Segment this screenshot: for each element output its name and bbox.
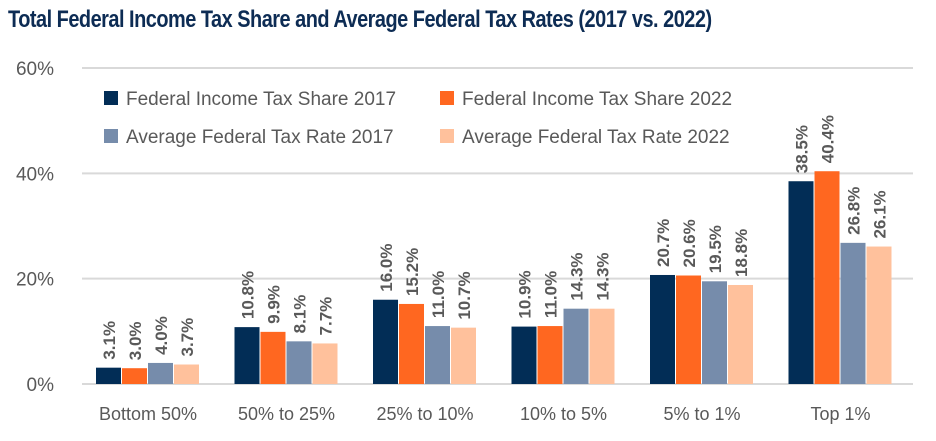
bar [96,367,121,384]
bar [399,303,424,384]
bar [537,326,563,384]
bar [589,308,615,384]
y-tick-label: 40% [16,164,54,185]
data-label: 10.9% [516,270,535,318]
data-label: 18.8% [732,229,751,277]
x-category-label: 10% to 5% [520,404,607,424]
bar [148,362,173,384]
data-label: 4.0% [152,316,171,355]
legend-label: Average Federal Tax Rate 2017 [126,127,394,148]
bar [866,246,892,384]
bar [451,327,476,384]
bar [260,331,286,384]
data-label: 11.0% [542,271,561,318]
legend-label: Average Federal Tax Rate 2022 [462,127,730,148]
bar [373,299,398,384]
bar [312,343,338,384]
data-label: 8.1% [291,295,310,334]
x-category-label: 5% to 1% [663,404,740,424]
bar [511,326,537,384]
legend-swatch [440,91,454,105]
legend-label: Federal Income Tax Share 2017 [126,89,396,110]
data-label: 26.8% [845,187,864,235]
x-category-label: Bottom 50% [99,404,197,424]
legend-swatch [104,91,118,105]
bar [788,181,814,384]
data-label: 40.4% [819,115,838,163]
y-tick-label: 20% [16,270,54,291]
bar [425,326,450,384]
x-category-label: 50% to 25% [238,404,335,424]
x-category-label: 25% to 10% [376,404,473,424]
legend-swatch [440,129,454,143]
legend-swatch [104,129,118,143]
data-label: 7.7% [317,297,336,336]
bar [563,308,589,384]
data-label: 26.1% [871,190,890,238]
bar [676,275,701,384]
data-label: 3.0% [126,321,145,360]
legend-label: Federal Income Tax Share 2022 [462,89,732,110]
chart-title: Total Federal Income Tax Share and Avera… [8,6,712,33]
bar [174,364,199,384]
data-label: 19.5% [706,225,725,273]
data-label: 20.6% [680,219,699,267]
bar [234,327,260,384]
data-label: 10.7% [455,271,474,319]
data-label: 10.8% [239,271,258,319]
bar [650,274,675,384]
y-tick-label: 0% [27,375,55,396]
data-label: 11.0% [429,271,448,318]
bar [814,171,840,384]
y-tick-label: 60% [16,59,54,80]
data-label: 3.7% [178,318,197,357]
data-label: 9.9% [265,285,284,324]
data-label: 16.0% [377,244,396,292]
bar [122,368,147,384]
bar [702,281,727,384]
bar [728,284,753,384]
data-label: 15.2% [403,248,422,296]
bar [286,341,312,384]
data-label: 3.1% [100,321,119,360]
data-label: 14.3% [568,252,587,300]
x-category-label: Top 1% [810,404,870,424]
data-label: 38.5% [793,125,812,173]
data-label: 20.7% [654,219,673,267]
data-label: 14.3% [594,252,613,300]
bar [840,242,866,384]
